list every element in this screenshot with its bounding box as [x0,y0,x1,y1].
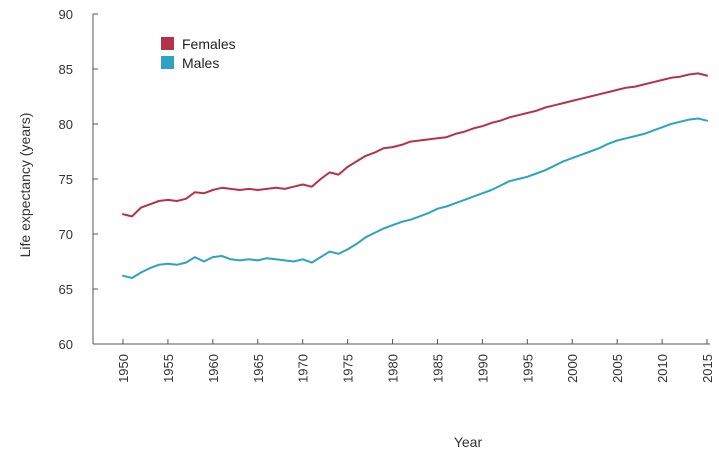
series-layer [122,72,708,279]
y-tick-label: 60 [59,337,73,352]
y-tick-label: 90 [59,7,73,22]
x-axis-title: Year [454,434,483,450]
x-tick-label: 2005 [610,354,625,383]
series-line-females [122,72,708,218]
x-tick-label: 1970 [296,354,311,383]
legend: Females Males [161,36,236,71]
x-tick-label: 1965 [251,354,266,383]
legend-swatch-females [161,37,174,50]
legend-label-females: Females [182,36,236,52]
y-axis-title: Life expectancy (years) [17,113,33,258]
x-tick-label: 1985 [430,354,445,383]
x-tick-label: 2015 [700,354,715,383]
y-tick-label: 80 [59,117,73,132]
x-tick-label: 1980 [386,354,401,383]
x-tick-label: 1960 [206,354,221,383]
y-axis-ticks: 60 65 70 75 80 85 90 [59,7,98,352]
legend-label-males: Males [182,55,219,71]
x-tick-label: 2000 [565,354,580,383]
legend-swatch-males [161,56,174,69]
y-tick-label: 75 [59,172,73,187]
y-tick-label: 85 [59,62,73,77]
x-tick-label: 1955 [161,354,176,383]
x-tick-label: 1995 [520,354,535,383]
series-line-males [122,117,708,279]
y-tick-label: 65 [59,282,73,297]
y-tick-label: 70 [59,227,73,242]
x-tick-label: 1975 [341,354,356,383]
x-tick-label: 1990 [475,354,490,383]
x-axis-ticks: 1950 1955 1960 1965 1970 1975 1980 1985 1990 1995… [116,339,715,383]
x-tick-label: 1950 [116,354,131,383]
x-tick-label: 2010 [655,354,670,383]
